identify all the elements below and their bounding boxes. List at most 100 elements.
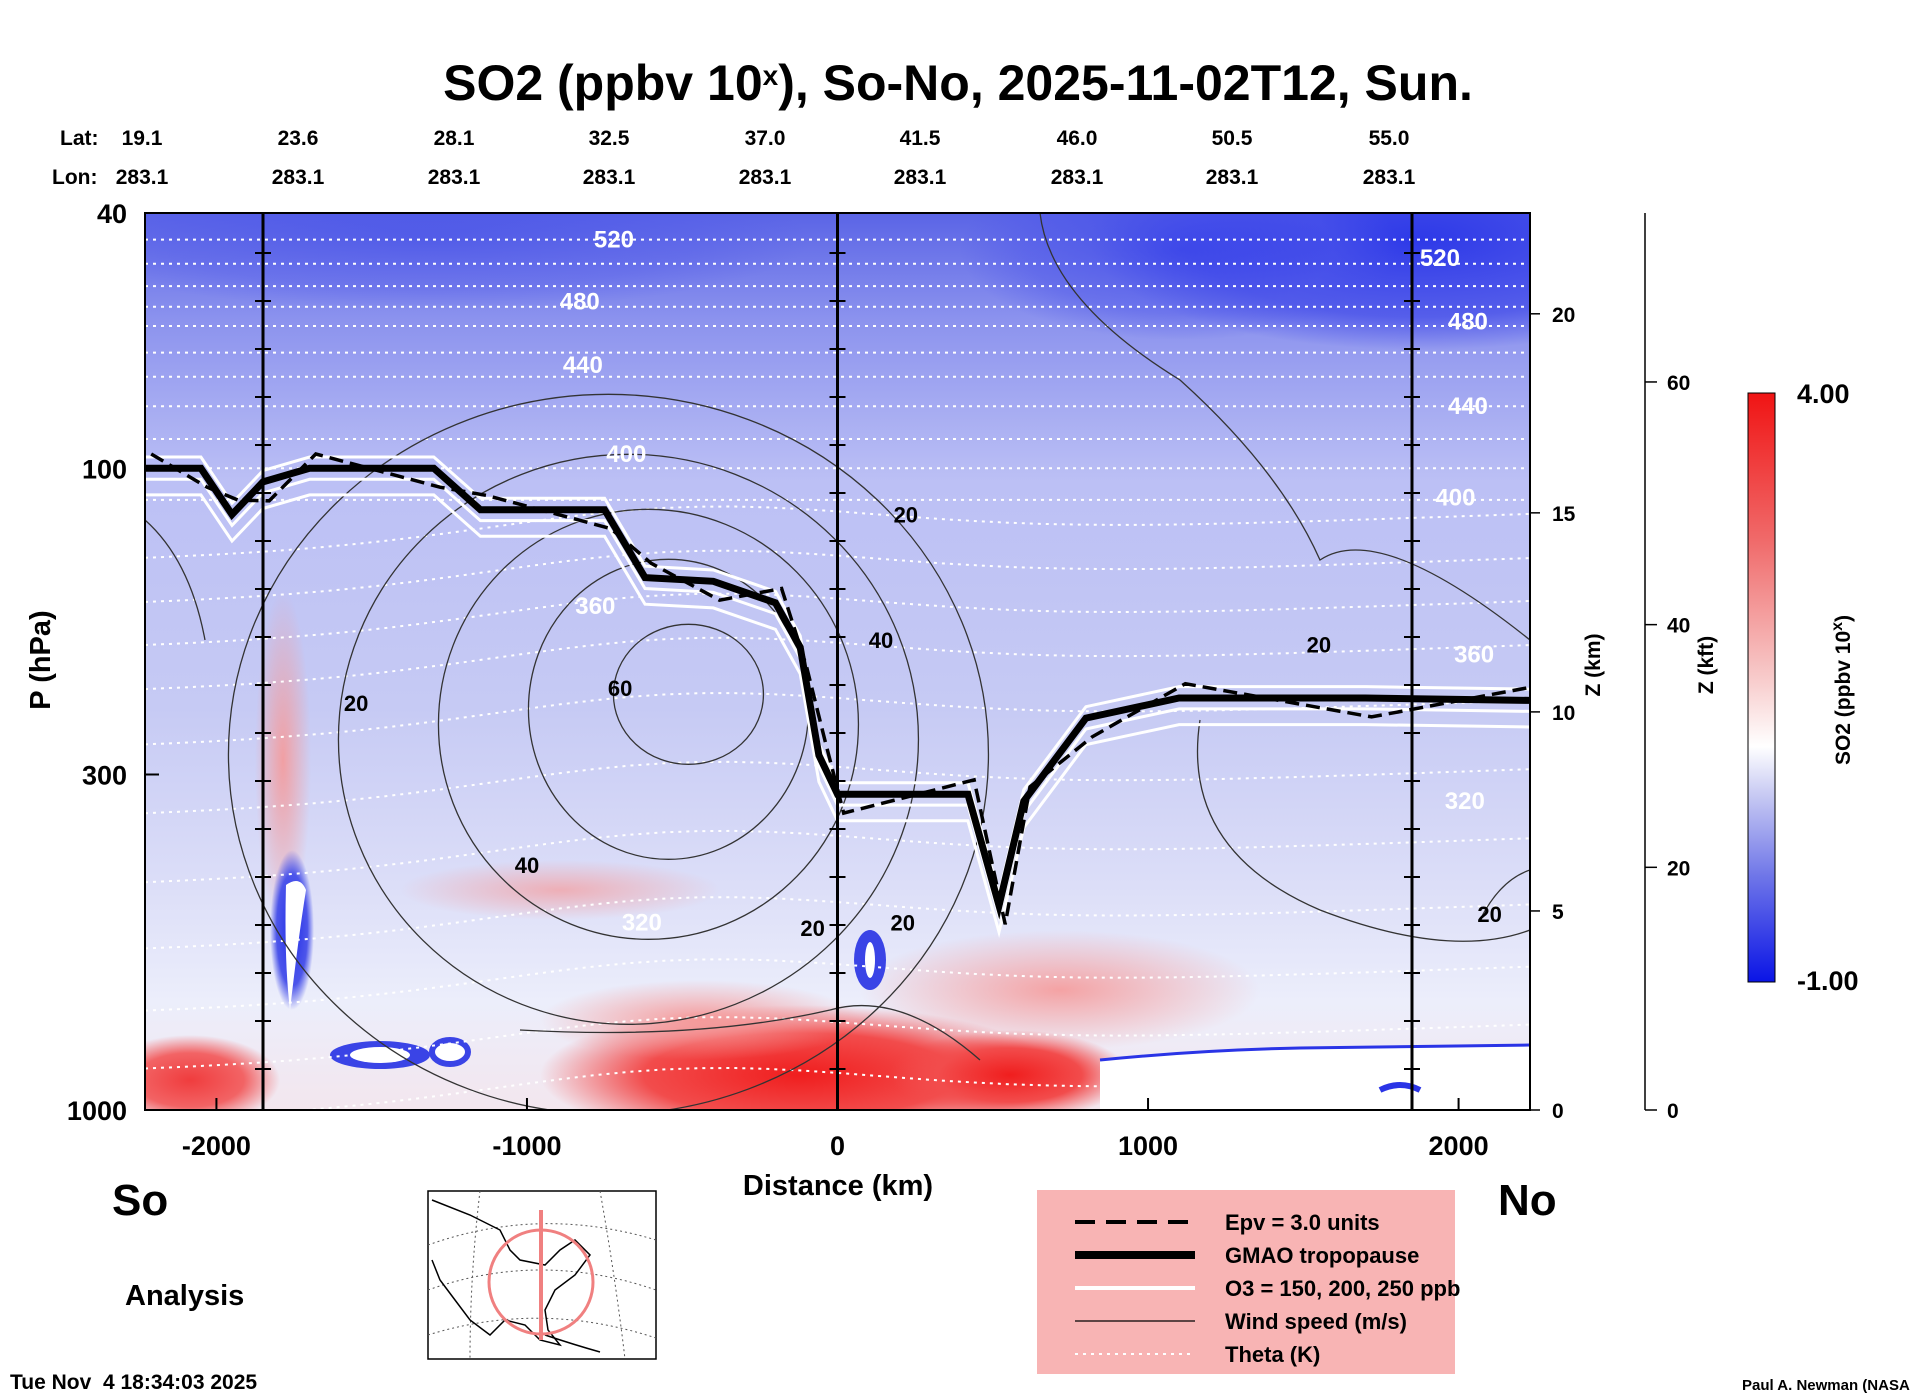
credit-text: Paul A. Newman (NASA xyxy=(1742,1377,1910,1394)
ozone-line xyxy=(145,455,1530,901)
lon-value: 283.1 xyxy=(272,166,325,189)
legend-label: Wind speed (m/s) xyxy=(1225,1309,1407,1334)
lon-value: 283.1 xyxy=(894,166,947,189)
wind-label: 20 xyxy=(344,691,368,716)
so2-high-surface-left xyxy=(145,1035,280,1110)
wind-contour xyxy=(612,623,765,765)
x-axis: -2000 -1000 0 1000 2000 xyxy=(182,1098,1489,1161)
lon-value: 283.1 xyxy=(1051,166,1104,189)
lon-value: 283.1 xyxy=(739,166,792,189)
z-kft-axis: 0 20 40 60 xyxy=(1644,213,1690,1123)
wind-label: 60 xyxy=(608,676,632,701)
north-label: No xyxy=(1498,1176,1557,1225)
wind-contour xyxy=(145,519,206,641)
theta-labels: 520 480 440 400 360 320 520 480 440 400 360 320 280 xyxy=(560,227,1494,1073)
theta-label: 520 xyxy=(1420,245,1460,272)
so2-pink-mid-left xyxy=(400,860,720,920)
wind-contour xyxy=(437,508,860,940)
x-tick-label: 1000 xyxy=(1118,1131,1178,1161)
theta-label: 360 xyxy=(1454,641,1494,668)
so2-white-patch-2 xyxy=(429,1037,471,1067)
wind-label: 20 xyxy=(894,502,918,527)
lat-value: 37.0 xyxy=(745,127,786,150)
so2-low-upper-mid xyxy=(960,213,1400,340)
wind-label: 40 xyxy=(869,628,893,653)
colorbar-min-label: -1.00 xyxy=(1797,966,1859,996)
theta-label: 480 xyxy=(1448,308,1488,335)
theta-label: 320 xyxy=(622,909,662,936)
z-kft-tick-label: 0 xyxy=(1667,1100,1679,1123)
legend-label: O3 = 150, 200, 250 ppb xyxy=(1225,1276,1460,1301)
lat-value: 46.0 xyxy=(1057,127,1098,150)
legend-label: GMAO tropopause xyxy=(1225,1243,1419,1268)
lat-value: 32.5 xyxy=(589,127,630,150)
legend-label: Epv = 3.0 units xyxy=(1225,1210,1380,1235)
lon-value: 283.1 xyxy=(116,166,169,189)
so2-pink-lower-center xyxy=(540,980,860,1060)
z-kft-tick-label: 60 xyxy=(1667,372,1690,395)
wind-label: 20 xyxy=(890,910,914,935)
colorbar-title: SO2 (ppbv 10x) xyxy=(1829,615,1856,765)
z-km-tick-label: 0 xyxy=(1552,1100,1564,1123)
lon-value: 283.1 xyxy=(583,166,636,189)
lat-value: 50.5 xyxy=(1212,127,1253,150)
vertical-reference-lines xyxy=(255,213,1420,1110)
so2-pink-column xyxy=(255,590,311,930)
x-tick-label: -1000 xyxy=(492,1131,561,1161)
wind-label: 20 xyxy=(1477,902,1501,927)
y-tick-label: 1000 xyxy=(67,1096,127,1126)
theta-label: 320 xyxy=(1445,788,1485,815)
lat-value: 28.1 xyxy=(434,127,475,150)
wind-label: 40 xyxy=(515,853,539,878)
lon-value: 283.1 xyxy=(428,166,481,189)
y-axis: 40 100 300 1000 xyxy=(67,199,159,1126)
y-tick-label: 100 xyxy=(82,454,127,484)
z-km-tick-label: 10 xyxy=(1552,702,1575,725)
legend-label: Theta (K) xyxy=(1225,1342,1320,1367)
so2-white-region xyxy=(1100,1045,1530,1110)
theta-label: 360 xyxy=(575,593,615,620)
wind-contour xyxy=(519,1004,981,1061)
z-km-tick-label: 20 xyxy=(1552,304,1575,327)
z-kft-tick-label: 40 xyxy=(1667,615,1690,638)
wind-contour xyxy=(1039,213,1530,641)
lat-lon-header: 19.1 23.6 28.1 32.5 37.0 41.5 46.0 50.5 55.0 283.… xyxy=(116,127,1416,189)
colorbar-max-label: 4.00 xyxy=(1797,379,1850,409)
legend: Epv = 3.0 units GMAO tropopause O3 = 150, … xyxy=(1075,1210,1460,1367)
wind-label: 20 xyxy=(1307,632,1331,657)
so2-pink-lower-right xyxy=(860,930,1260,1050)
lon-value: 283.1 xyxy=(1206,166,1259,189)
x-tick-label: 0 xyxy=(830,1131,845,1161)
colorbar xyxy=(1747,392,1776,983)
theta-label: 480 xyxy=(560,289,600,316)
lon-label: Lon: xyxy=(52,166,97,189)
theta-label: 520 xyxy=(594,227,634,254)
chart-title: SO2 (ppbv 10x), So-No, 2025-11-02T12, Su… xyxy=(443,55,1473,111)
theta-label: 400 xyxy=(606,441,646,468)
ozone-line xyxy=(145,493,1530,938)
gmao-tropopause-line xyxy=(145,464,1530,920)
lon-value: 283.1 xyxy=(1363,166,1416,189)
y-tick-label: 300 xyxy=(82,760,127,790)
y-axis-label: P (hPa) xyxy=(25,610,57,709)
x-tick-label: -2000 xyxy=(182,1131,251,1161)
lat-label: Lat: xyxy=(60,127,99,150)
wind-labels: 20 60 40 20 20 20 40 20 20 xyxy=(344,502,1502,940)
z-km-axis-label: Z (km) xyxy=(1582,634,1605,697)
epv-contour xyxy=(150,452,1530,925)
theta-label: 400 xyxy=(1435,484,1475,511)
wind-contour xyxy=(1196,719,1530,942)
lat-value: 23.6 xyxy=(278,127,319,150)
z-km-tick-label: 15 xyxy=(1552,503,1576,526)
location-map xyxy=(427,1190,657,1360)
so2-high-surface-right xyxy=(890,1030,1130,1110)
lat-value: 19.1 xyxy=(122,127,163,150)
y-tick-label: 40 xyxy=(97,199,127,229)
wind-contour xyxy=(337,453,920,1025)
epv-line xyxy=(150,452,1530,925)
so2-white-patch-3 xyxy=(865,942,875,978)
lat-value: 41.5 xyxy=(900,127,941,150)
theta-label: 440 xyxy=(1448,393,1488,420)
z-kft-axis-label: Z (kft) xyxy=(1695,636,1718,694)
